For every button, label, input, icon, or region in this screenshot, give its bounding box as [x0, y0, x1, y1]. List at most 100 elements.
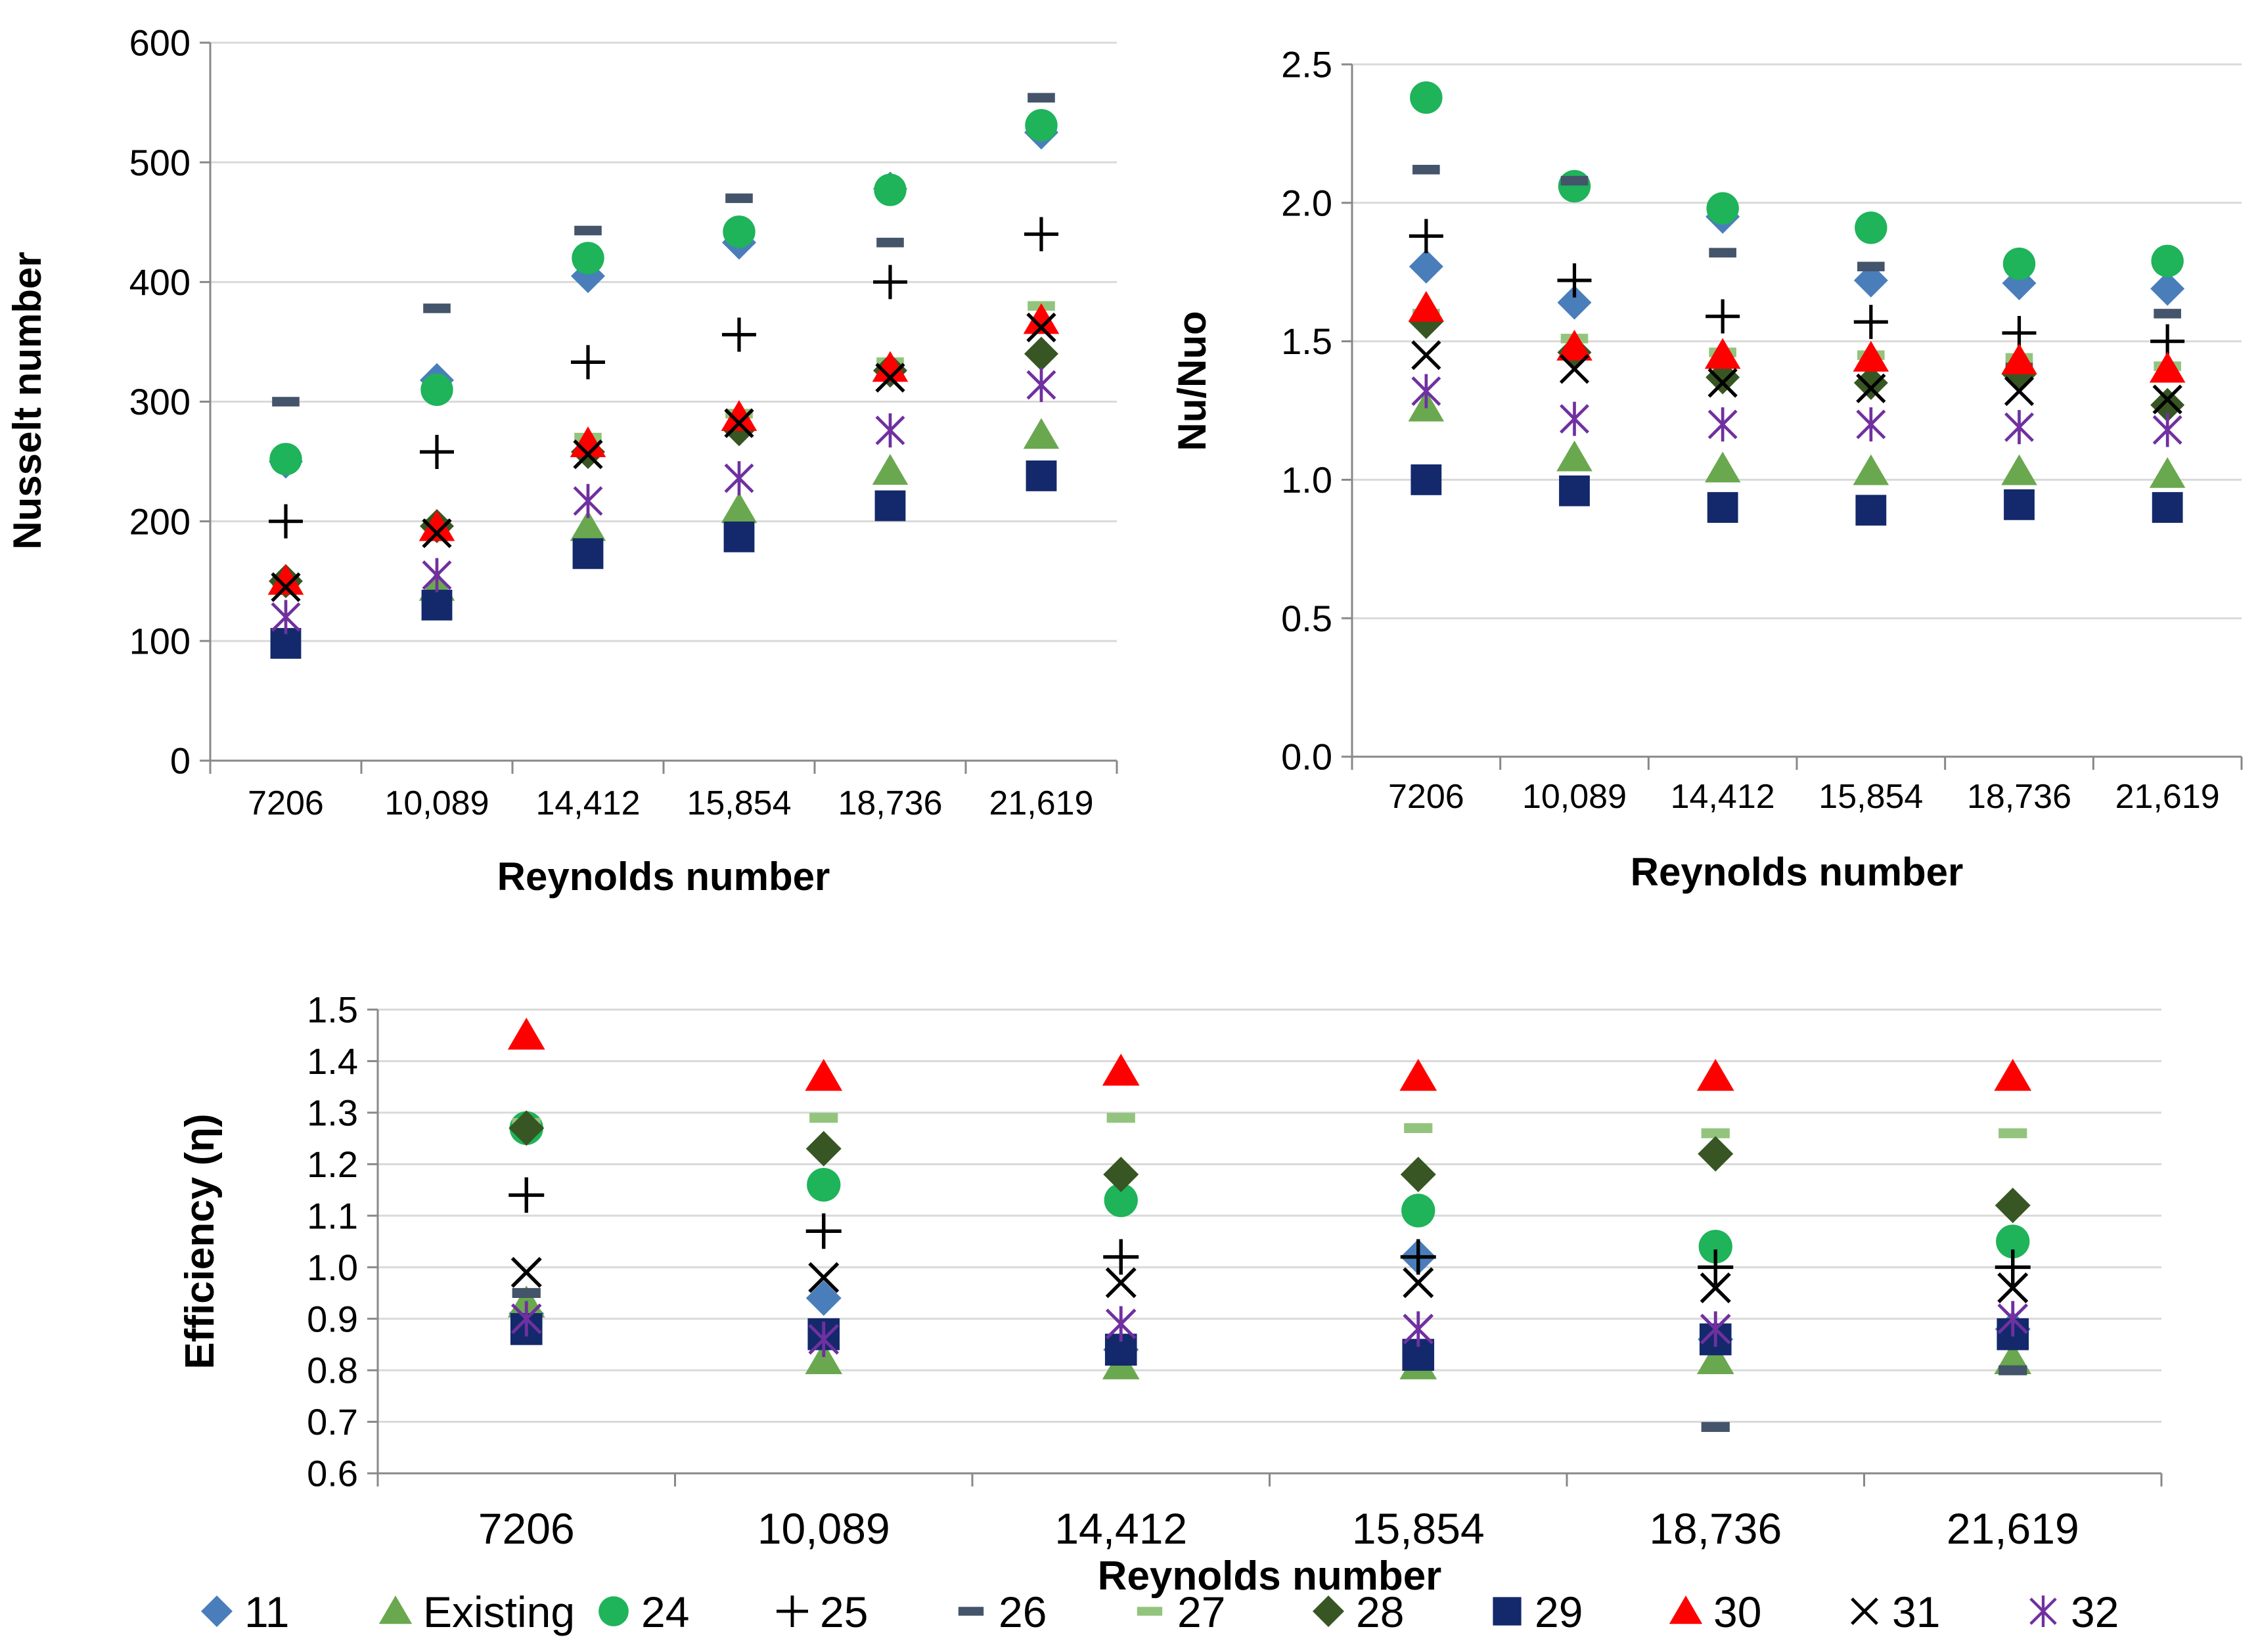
data-point [807, 1168, 841, 1202]
data-point [272, 397, 300, 407]
y-tick-label: 1.0 [307, 1247, 358, 1288]
data-point [1707, 407, 1738, 442]
series-24 [509, 1111, 2030, 1264]
x-tick-label: 15,854 [1818, 778, 1923, 816]
y-tick-label: 200 [129, 501, 191, 542]
data-point [1027, 93, 1055, 103]
legend-item-25: 25 [777, 1588, 868, 1636]
y-tick-label: 0.6 [307, 1453, 358, 1494]
y-tick-label: 2.5 [1281, 44, 1332, 85]
legend-label: 26 [999, 1588, 1047, 1636]
data-point [1856, 407, 1886, 442]
data-point [423, 303, 451, 313]
y-tick-label: 1.5 [307, 989, 358, 1031]
series-26 [1412, 164, 2181, 371]
data-point [510, 1301, 542, 1337]
data-point [418, 510, 455, 541]
series-27 [1412, 309, 2181, 371]
y-tick-label: 500 [129, 142, 191, 183]
series-26 [272, 93, 1055, 407]
legend-label: 32 [2071, 1588, 2119, 1636]
data-point [1994, 1058, 2032, 1091]
data-point [2150, 388, 2185, 422]
series-24 [269, 108, 1058, 476]
data-point [570, 426, 606, 458]
data-point [1559, 475, 1590, 506]
data-point [420, 435, 454, 470]
data-point [2002, 247, 2036, 280]
x-axis-title: Reynolds number [1098, 1553, 1442, 1599]
x-tick-label: 15,854 [687, 784, 791, 822]
legend-label: 25 [820, 1588, 868, 1636]
data-point [1404, 1123, 1433, 1133]
data-point [1403, 1267, 1434, 1299]
data-point [2150, 271, 2185, 306]
data-point [1103, 1157, 1139, 1193]
y-tick-label: 0.9 [307, 1298, 358, 1339]
series-existing [507, 1285, 2032, 1379]
data-point [1855, 212, 1887, 244]
data-point [809, 1113, 838, 1123]
y-tick-label: 400 [129, 261, 191, 303]
legend-item-29: 29 [1493, 1588, 1583, 1636]
data-point [1700, 1311, 1731, 1347]
y-tick-label: 0.7 [307, 1401, 358, 1442]
data-point [1853, 340, 1889, 372]
legend-item-32: 32 [2029, 1588, 2119, 1636]
data-point [1696, 1342, 1734, 1375]
series-26 [512, 1287, 2027, 1432]
legend-item-24: 24 [598, 1588, 689, 1636]
data-point [1105, 1306, 1137, 1342]
data-point [1997, 1301, 2029, 1337]
legend-label: 29 [1535, 1588, 1583, 1636]
data-point [1026, 367, 1056, 402]
x-tick-label: 18,736 [838, 784, 942, 822]
data-point [1400, 1157, 1436, 1193]
y-tick-label: 0.8 [307, 1350, 358, 1391]
data-point [1853, 305, 1888, 340]
x-tick-label: 10,089 [1522, 778, 1627, 816]
legend-marker [598, 1596, 629, 1626]
data-point [1996, 1224, 2030, 1259]
data-point [872, 351, 909, 382]
data-point [721, 492, 757, 524]
data-point [1104, 1183, 1138, 1217]
y-tick-label: 100 [129, 620, 191, 661]
data-point [1400, 1239, 1436, 1275]
data-point [1701, 1421, 1730, 1432]
data-point [1105, 1267, 1137, 1299]
legend-marker [958, 1607, 984, 1616]
legend-marker [1313, 1596, 1344, 1627]
data-point [1696, 1058, 1734, 1091]
data-point [2004, 489, 2035, 520]
data-point [874, 173, 907, 206]
legend-item-existing: Existing [378, 1588, 575, 1636]
series-25 [269, 217, 1058, 539]
data-point [805, 1213, 842, 1249]
data-point [1998, 1365, 2027, 1375]
x-tick-label: 18,736 [1649, 1504, 1782, 1553]
data-point [874, 490, 906, 522]
series-11 [1409, 199, 2185, 320]
efficiency-chart: 0.6 0.7 0.8 0.9 1.0 1.1 1.2 1.3 1.4 1.5 7206 10,089… [177, 989, 2163, 1599]
data-point [1411, 374, 1441, 409]
data-point [722, 317, 756, 352]
data-point [1399, 1058, 1437, 1091]
data-point [1023, 303, 1060, 334]
data-point [1997, 1272, 2029, 1304]
x-tick-label: 21,619 [989, 784, 1093, 822]
x-tick-label: 7206 [1388, 778, 1464, 816]
data-point [1559, 354, 1590, 384]
y-tick-label: 1.5 [1281, 321, 1332, 362]
data-point [573, 439, 603, 470]
data-point [873, 265, 907, 300]
data-point [723, 215, 756, 248]
data-point [1995, 1188, 2031, 1224]
data-point [1853, 263, 1888, 298]
data-point [1023, 418, 1060, 449]
x-tick-label: 21,619 [1947, 1504, 2079, 1553]
legend-label: 31 [1892, 1588, 1940, 1636]
data-point [2001, 344, 2037, 374]
legend-marker [1137, 1607, 1163, 1616]
